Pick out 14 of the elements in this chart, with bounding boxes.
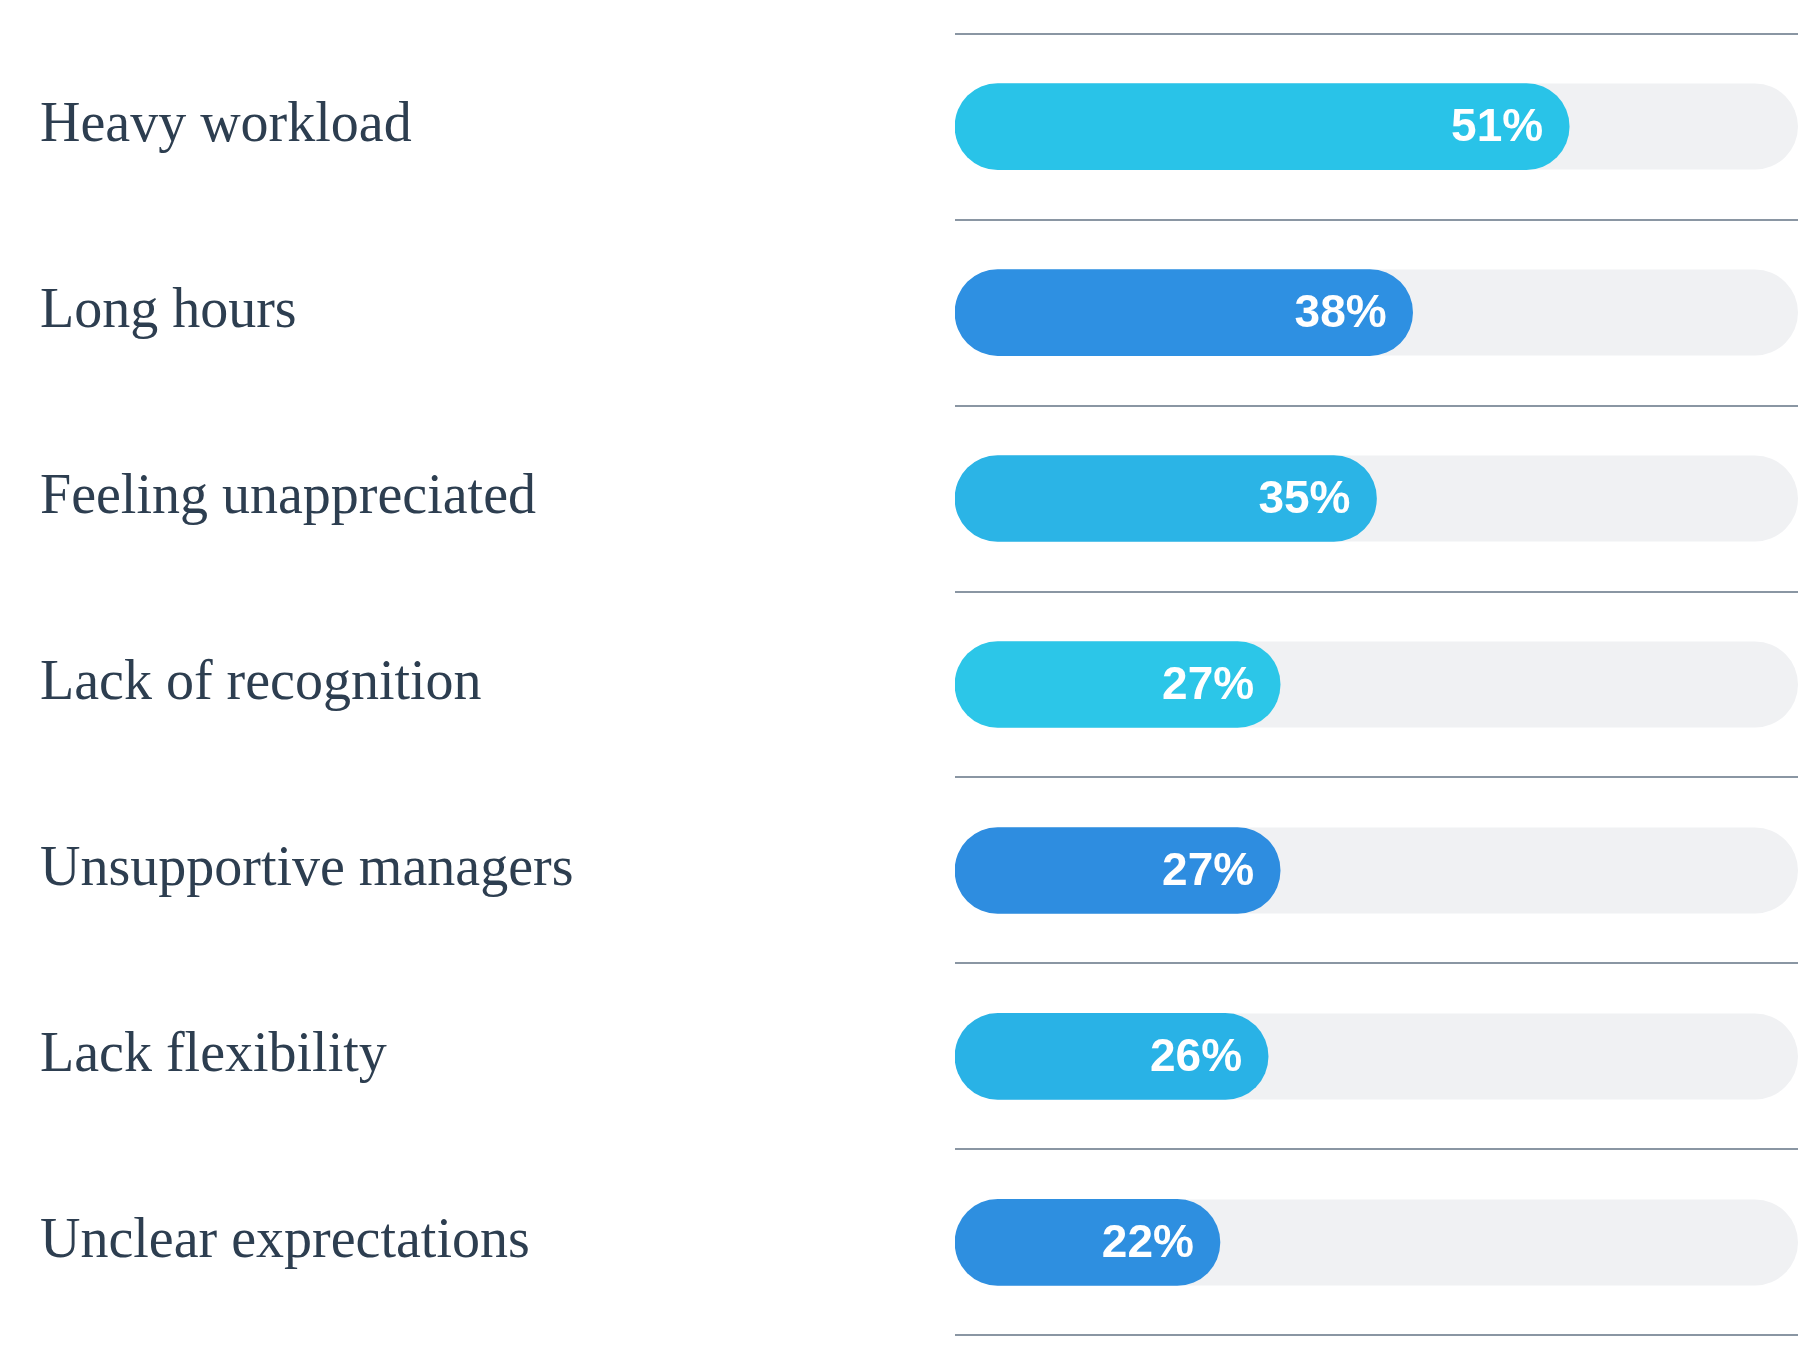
y-tick-label: Heavy workload (40, 91, 412, 154)
data-label: 35% (1258, 471, 1351, 524)
data-label: 22% (1101, 1215, 1194, 1268)
y-tick-label: Lack of recognition (40, 649, 482, 712)
data-label: 51% (1451, 99, 1544, 152)
y-tick-label: Unsupportive managers (40, 835, 574, 898)
data-label: 26% (1150, 1029, 1243, 1082)
y-tick-label: Unclear exprectations (40, 1207, 530, 1270)
data-label: 27% (1162, 843, 1255, 896)
data-label: 38% (1294, 285, 1387, 338)
y-tick-label: Long hours (40, 277, 297, 340)
y-tick-label: Lack flexibility (40, 1021, 387, 1084)
data-label: 27% (1162, 657, 1255, 710)
y-tick-label: Feeling unappreciated (40, 463, 537, 526)
